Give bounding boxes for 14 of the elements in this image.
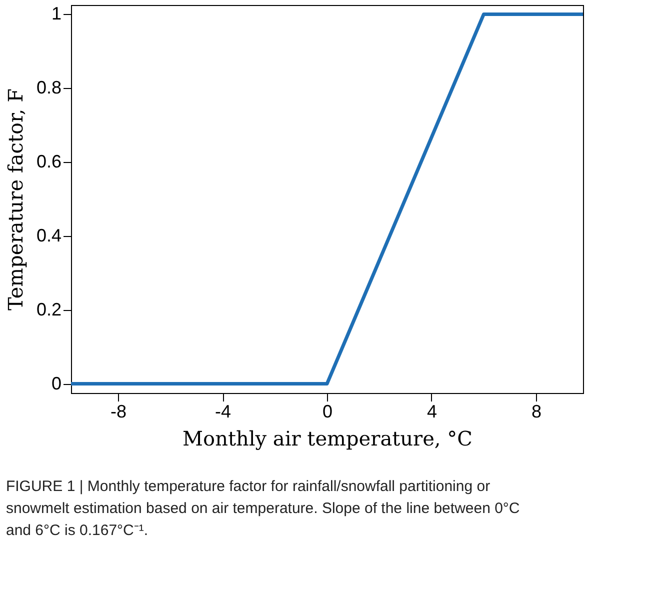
y-tick-label: 0.6 — [36, 152, 62, 172]
y-tick-label: 0.4 — [36, 225, 62, 246]
y-tick-label: 0 — [51, 373, 62, 394]
y-tick-label: 0.2 — [36, 299, 62, 320]
x-tick-label: -8 — [110, 402, 127, 422]
x-tick-label: 4 — [426, 402, 437, 422]
y-tick-label: 1 — [51, 4, 62, 24]
y-axis-title: Temperature factor, F — [3, 88, 28, 310]
x-tick-label: -4 — [215, 402, 232, 422]
x-tick-label: 8 — [531, 402, 542, 422]
y-tick-label: 0.8 — [36, 78, 62, 98]
x-tick-label: 0 — [322, 402, 333, 422]
x-axis-title: Monthly air temperature, °C — [182, 426, 472, 450]
caption: FIGURE 1 | Monthly temperature factor for rainfall/snowfall partitioning or snowmelt estimation based on air temperature. Slope of the line between 0°C and 6°C is 0.167°C⁻¹. — [6, 478, 520, 539]
